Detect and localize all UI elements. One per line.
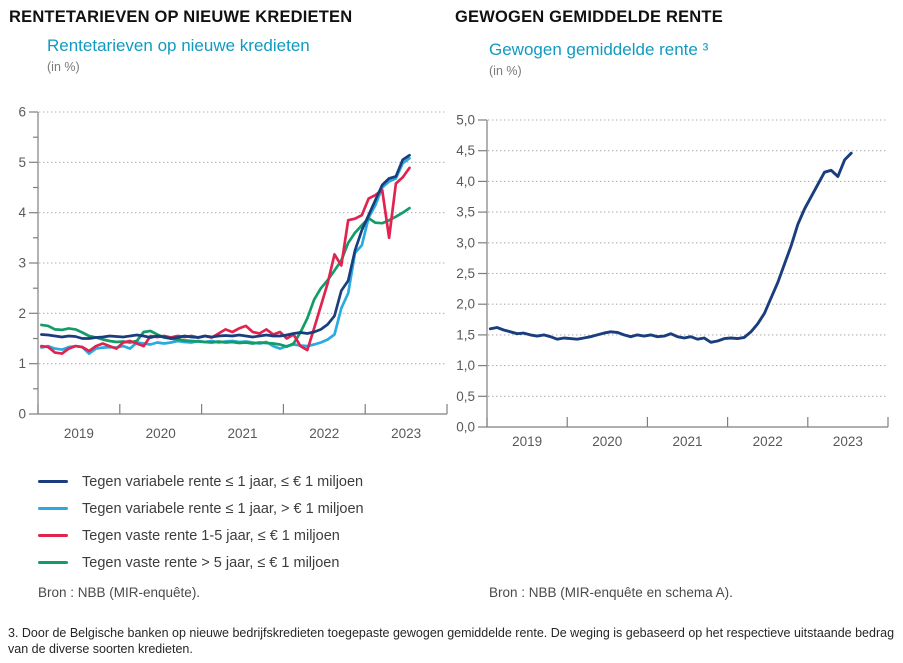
legend-line-swatch [38, 506, 68, 511]
svg-text:6: 6 [18, 105, 26, 120]
legend-item: Tegen variabele rente ≤ 1 jaar, ≤ € 1 mi… [38, 473, 364, 490]
legend-label: Tegen vaste rente 1-5 jaar, ≤ € 1 miljoe… [82, 527, 340, 544]
svg-text:2022: 2022 [753, 434, 783, 449]
left-chart-source: Bron : NBB (MIR-enquête). [38, 585, 201, 600]
gridlines [488, 119, 888, 397]
gridlines [39, 111, 447, 365]
svg-text:2022: 2022 [309, 426, 339, 441]
right-chart-unit-label: (in %) [489, 64, 522, 78]
svg-text:2019: 2019 [512, 434, 542, 449]
svg-text:2023: 2023 [833, 434, 863, 449]
legend-item: Tegen vaste rente > 5 jaar, ≤ € 1 miljoe… [38, 554, 364, 571]
right-chart-title: GEWOGEN GEMIDDELDE RENTE [455, 8, 723, 26]
left-chart-title: RENTETARIEVEN OP NIEUWE KREDIETEN [9, 8, 353, 26]
series-lines [40, 153, 411, 355]
series-lines [488, 151, 853, 344]
svg-text:3: 3 [18, 256, 26, 271]
legend-label: Tegen variabele rente ≤ 1 jaar, > € 1 mi… [82, 500, 364, 517]
svg-text:3,5: 3,5 [456, 205, 475, 220]
svg-text:0,0: 0,0 [456, 420, 475, 435]
svg-text:5: 5 [18, 155, 26, 170]
svg-text:2020: 2020 [592, 434, 622, 449]
legend-label: Tegen vaste rente > 5 jaar, ≤ € 1 miljoe… [82, 554, 340, 571]
svg-text:1: 1 [18, 356, 26, 371]
legend-line-swatch [38, 533, 68, 538]
left-chart-legend: Tegen variabele rente ≤ 1 jaar, ≤ € 1 mi… [38, 473, 364, 581]
legend-label: Tegen variabele rente ≤ 1 jaar, ≤ € 1 mi… [82, 473, 364, 490]
svg-text:5,0: 5,0 [456, 113, 475, 128]
series-line [40, 166, 411, 355]
right-chart-subtitle: Gewogen gemiddelde rente ³ [489, 40, 709, 59]
right-chart-source: Bron : NBB (MIR-enquête en schema A). [489, 585, 733, 600]
svg-text:2021: 2021 [227, 426, 257, 441]
svg-text:3,0: 3,0 [456, 235, 475, 250]
svg-text:2: 2 [18, 306, 26, 321]
legend-item: Tegen vaste rente 1-5 jaar, ≤ € 1 miljoe… [38, 527, 364, 544]
svg-text:1,5: 1,5 [456, 327, 475, 342]
svg-text:2019: 2019 [64, 426, 94, 441]
svg-text:0,5: 0,5 [456, 389, 475, 404]
svg-text:4,5: 4,5 [456, 143, 475, 158]
legend-line-swatch [38, 560, 68, 565]
svg-text:2023: 2023 [391, 426, 421, 441]
left-chart-subtitle: Rentetarieven op nieuwe kredieten [47, 36, 310, 55]
svg-text:1,0: 1,0 [456, 358, 475, 373]
legend-item: Tegen variabele rente ≤ 1 jaar, > € 1 mi… [38, 500, 364, 517]
svg-text:2,5: 2,5 [456, 266, 475, 281]
legend-line-swatch [38, 479, 68, 484]
series-line [40, 153, 411, 340]
series-line [40, 206, 411, 348]
svg-text:2020: 2020 [146, 426, 176, 441]
svg-text:4,0: 4,0 [456, 174, 475, 189]
svg-text:2,0: 2,0 [456, 297, 475, 312]
axes: 0,0 0,5 1,0 1,5 2,0 2,5 3,0 3,5 4,0 4,5 5,0 2019 202… [456, 113, 889, 449]
left-chart-unit-label: (in %) [47, 60, 80, 74]
axes: 0 1 2 3 4 5 6 2019 2020 2021 2022 2023 [18, 105, 448, 441]
svg-text:4: 4 [18, 205, 26, 220]
series-line [488, 151, 853, 344]
svg-text:0: 0 [18, 407, 26, 422]
svg-text:2021: 2021 [672, 434, 702, 449]
footnote: 3. Door de Belgische banken op nieuwe be… [8, 626, 895, 657]
